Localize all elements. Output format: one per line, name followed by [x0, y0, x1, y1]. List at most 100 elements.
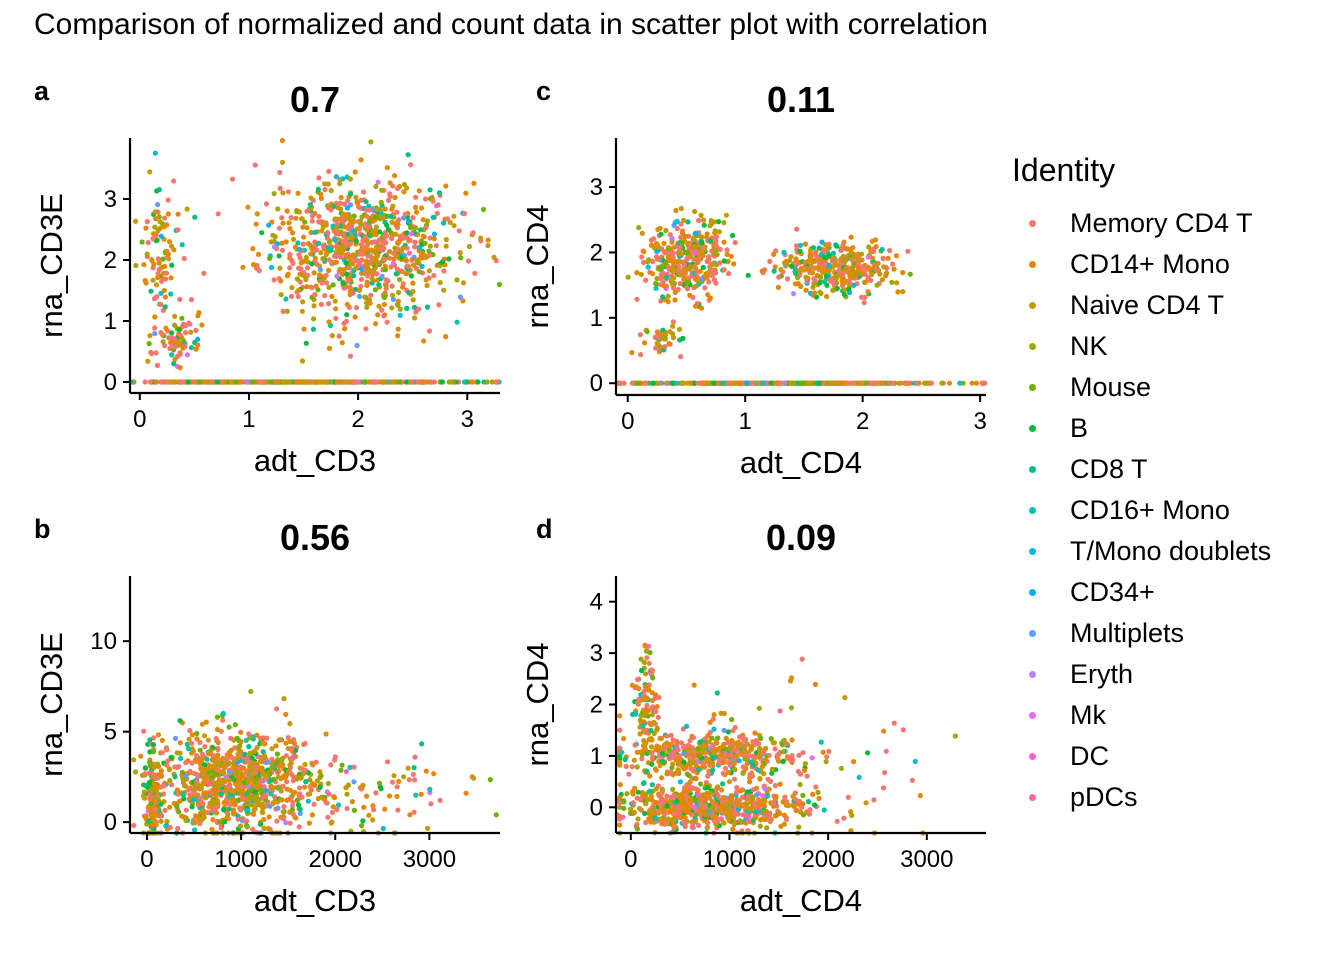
- data-point: [471, 775, 477, 781]
- data-point: [684, 802, 690, 808]
- data-point: [395, 807, 401, 813]
- data-point: [395, 246, 401, 252]
- data-point: [711, 726, 717, 732]
- data-point: [768, 778, 774, 784]
- data-point: [907, 271, 913, 277]
- data-point: [816, 245, 822, 251]
- data-point: [898, 380, 904, 386]
- data-point: [660, 294, 666, 300]
- data-point: [133, 769, 139, 775]
- data-point: [316, 175, 322, 181]
- data-point: [283, 774, 289, 780]
- data-point: [260, 794, 266, 800]
- data-point: [296, 246, 302, 252]
- data-point: [370, 229, 376, 235]
- data-point: [186, 796, 192, 802]
- data-point: [274, 706, 280, 712]
- data-point: [268, 783, 274, 789]
- data-point: [319, 228, 325, 234]
- data-point: [387, 191, 393, 197]
- data-point: [389, 379, 395, 385]
- data-point: [303, 779, 309, 785]
- data-point: [469, 379, 475, 385]
- data-point: [164, 762, 170, 768]
- data-point: [496, 281, 503, 288]
- data-point: [713, 243, 719, 250]
- data-point: [414, 209, 420, 215]
- data-point: [254, 802, 260, 808]
- data-point: [232, 722, 238, 728]
- data-point: [210, 817, 216, 823]
- data-point: [193, 753, 200, 759]
- data-point: [388, 213, 394, 219]
- data-point: [675, 761, 681, 767]
- data-point: [362, 222, 368, 228]
- data-point: [791, 291, 797, 297]
- data-point: [409, 379, 415, 385]
- data-point: [360, 237, 366, 243]
- data-point: [849, 265, 855, 271]
- data-point: [183, 760, 189, 766]
- data-point: [183, 817, 189, 824]
- data-point: [246, 778, 252, 784]
- data-point: [928, 380, 935, 386]
- data-point: [153, 350, 159, 356]
- data-point: [167, 778, 173, 784]
- data-point: [375, 312, 381, 318]
- data-point: [253, 770, 259, 776]
- data-point: [677, 280, 683, 287]
- data-point: [177, 718, 183, 724]
- data-point: [675, 805, 681, 811]
- data-point: [670, 250, 676, 256]
- y-tick-label: 2: [590, 239, 603, 266]
- data-point: [368, 292, 374, 298]
- data-point: [862, 266, 868, 272]
- data-point: [879, 380, 885, 386]
- data-point: [840, 271, 846, 277]
- data-point: [183, 807, 189, 813]
- data-point: [228, 735, 234, 741]
- data-point: [649, 782, 655, 788]
- data-point: [369, 280, 375, 286]
- data-point: [302, 740, 308, 747]
- data-point: [699, 240, 705, 246]
- data-point: [642, 810, 648, 817]
- data-point: [858, 251, 864, 257]
- data-point: [747, 779, 753, 785]
- data-point: [726, 380, 732, 386]
- data-point: [161, 781, 167, 787]
- figure-title: Comparison of normalized and count data …: [34, 8, 988, 41]
- data-point: [309, 285, 315, 291]
- data-point: [209, 826, 215, 832]
- data-point: [416, 188, 422, 194]
- data-point: [870, 246, 877, 252]
- data-point: [672, 289, 678, 295]
- data-point: [156, 267, 162, 273]
- data-point: [345, 198, 351, 204]
- x-tick-label: 3000: [403, 846, 456, 873]
- data-point: [320, 224, 326, 230]
- data-point: [733, 747, 739, 753]
- data-point: [347, 191, 354, 197]
- data-point: [318, 250, 324, 256]
- data-point: [807, 251, 813, 257]
- data-point: [863, 380, 870, 386]
- data-point: [210, 780, 216, 786]
- data-point: [678, 795, 684, 801]
- data-point: [311, 303, 317, 309]
- data-point: [737, 818, 743, 824]
- data-point: [307, 202, 313, 208]
- data-point: [398, 268, 404, 274]
- data-point: [281, 804, 287, 810]
- data-point: [364, 213, 370, 219]
- data-point: [340, 280, 346, 286]
- data-point: [373, 321, 379, 327]
- data-point: [287, 265, 293, 271]
- data-point: [412, 754, 418, 760]
- data-point: [276, 253, 282, 259]
- data-point: [280, 308, 286, 314]
- data-point: [326, 319, 332, 325]
- data-point: [290, 260, 296, 266]
